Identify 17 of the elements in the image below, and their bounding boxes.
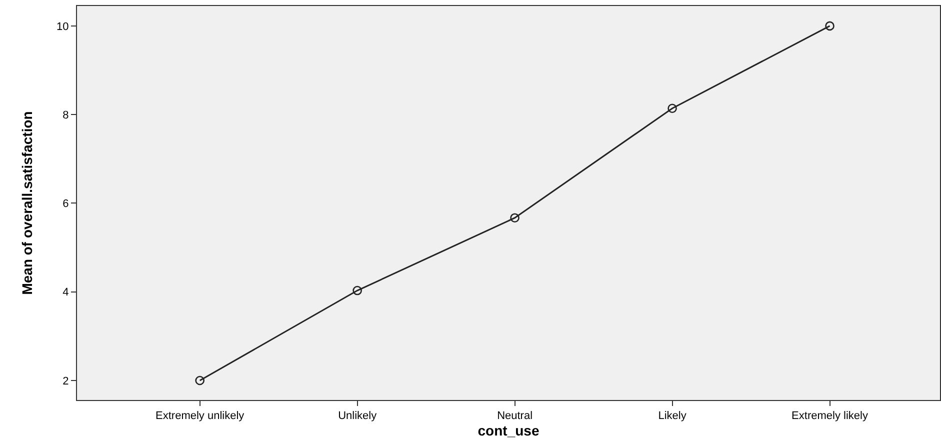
x-axis-title: cont_use [478,422,540,438]
point [352,286,362,296]
y-tick-label: 2 [62,375,69,388]
point [510,213,520,222]
x-tick-label: Extremely likely [792,410,868,422]
y-tick-label: 10 [56,20,69,33]
x-tick-label: Neutral [497,410,533,422]
x-tick-label: Extremely unlikely [156,410,245,422]
x-tick-label: Likely [658,410,687,422]
point [825,21,834,31]
y-tick-label: 4 [62,286,69,299]
y-tick-label: 8 [62,109,69,122]
point [668,104,677,114]
x-tick-label: Unlikely [338,410,378,422]
y-axis-title: Mean of overall.satisfaction [19,111,36,295]
y-tick-label: 6 [62,198,69,210]
point [195,376,204,386]
